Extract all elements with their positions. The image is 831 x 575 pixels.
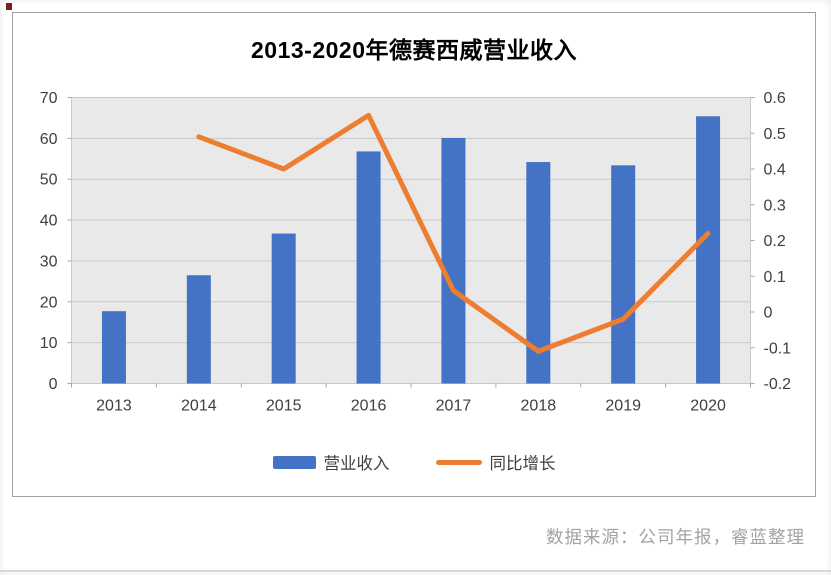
source-note: 数据来源：公司年报，睿蓝整理 [546,527,805,547]
right-axis-label: 0.2 [764,233,786,250]
bottom-divider [0,570,831,572]
x-axis-label: 2016 [351,398,387,415]
right-axis-label: -0.1 [764,340,792,357]
corner-mark [6,3,12,10]
x-axis-label: 2020 [690,398,726,415]
bar-2013 [101,311,126,384]
chart-title: 2013-2020年德赛西威营业收入 [251,37,577,63]
left-axis-label: 60 [40,131,58,148]
bar-2019 [611,165,636,384]
growth-swatch-icon [435,459,482,465]
left-axis-label: 20 [40,294,58,311]
growth-line [196,112,711,354]
right-axis-label: 0 [764,305,773,322]
right-axis-label: 0.6 [764,90,786,107]
revenue-swatch-icon [272,455,316,469]
x-axis-label: 2017 [436,398,472,415]
bar-2017 [441,137,466,384]
bar-2020 [696,116,721,384]
x-axis-label: 2014 [181,398,217,415]
x-axis-label: 2018 [521,398,557,415]
bar-2016 [356,151,381,384]
plot-area [71,97,751,384]
bar-2014 [186,275,211,384]
right-axis-label: 0.3 [764,197,786,214]
left-axis-label: 0 [49,376,58,393]
right-axis-label: 0.1 [764,269,786,286]
left-axis-label: 50 [40,172,58,189]
right-axis-label: 0.5 [764,126,786,143]
left-axis-label: 30 [40,253,58,270]
chart-legend: 营业收入 同比增长 [13,447,815,477]
left-axis-label: 70 [40,90,58,107]
right-axis-label: -0.2 [764,376,792,393]
left-axis-label: 10 [40,335,58,352]
left-axis-label: 40 [40,213,58,230]
bar-2015 [271,233,296,384]
legend-label-revenue: 营业收入 [323,455,390,473]
legend-label-growth: 同比增长 [489,455,556,473]
legend-item-revenue: 营业收入 [272,450,390,474]
legend-item-growth: 同比增长 [435,450,556,474]
x-axis-label: 2013 [96,398,132,415]
x-axis-label: 2015 [266,398,302,415]
x-axis-label: 2019 [605,398,641,415]
right-axis-label: 0.4 [764,162,786,179]
